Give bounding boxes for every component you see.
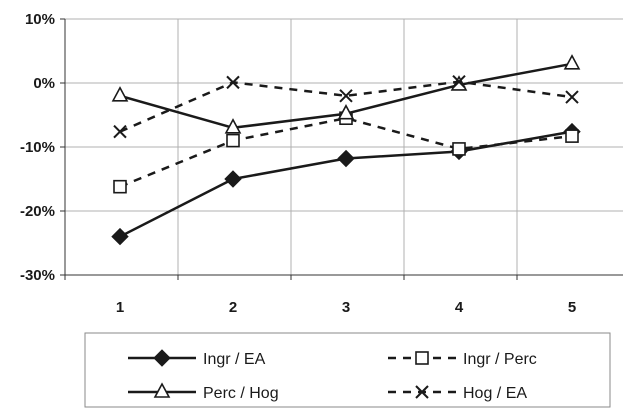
x-tick-label: 5 xyxy=(568,299,576,316)
data-point-hog-ea xyxy=(565,90,579,104)
data-point-ingr-ea xyxy=(111,227,129,246)
x-marker-stroke xyxy=(339,89,353,103)
x-tick-label: 3 xyxy=(342,299,350,316)
data-point-perc-hog xyxy=(563,54,581,70)
data-point-ingr-perc xyxy=(452,142,466,156)
data-point-ingr-perc xyxy=(113,179,127,194)
x-marker-stroke xyxy=(452,75,466,89)
data-point-ingr-perc xyxy=(565,129,579,143)
x-marker-stroke xyxy=(113,124,127,139)
series-group xyxy=(111,54,581,246)
legend-swatch-marker-ingr-perc xyxy=(415,351,429,365)
legend-label-hog-ea: Hog / EA xyxy=(463,385,527,402)
y-axis-tick-labels: 10% 0% -10% -20% -30% xyxy=(20,11,55,284)
gridlines xyxy=(65,18,623,275)
x-tick-label: 4 xyxy=(455,299,464,316)
series-line-hog-ea xyxy=(119,80,573,133)
series-line-ingr-perc xyxy=(119,116,573,188)
x-marker-stroke xyxy=(565,90,579,104)
legend-label-perc-hog: Perc / Hog xyxy=(203,385,279,402)
data-point-perc-hog xyxy=(224,118,242,134)
data-point-perc-hog xyxy=(450,75,468,91)
legend-label-ingr-perc: Ingr / Perc xyxy=(463,351,537,368)
legend-swatch-marker-ingr-ea xyxy=(153,349,171,367)
axes xyxy=(60,18,623,280)
y-tick-label: -10% xyxy=(20,139,55,156)
data-point-ingr-ea xyxy=(224,170,242,188)
data-point-perc-hog xyxy=(337,104,355,120)
legend: Ingr / EA Ingr / Perc Perc / Hog Hog / EA xyxy=(84,332,611,408)
legend-box xyxy=(84,332,611,408)
data-point-hog-ea xyxy=(339,89,353,103)
x-tick-label: 1 xyxy=(116,299,124,316)
data-point-hog-ea xyxy=(452,75,466,89)
x-marker-stroke xyxy=(415,385,429,399)
legend-label-ingr-ea: Ingr / EA xyxy=(203,351,266,368)
x-marker-stroke xyxy=(226,75,240,90)
y-tick-label: 10% xyxy=(25,11,55,28)
y-tick-label: 0% xyxy=(33,75,55,92)
x-tick-label: 2 xyxy=(229,299,237,316)
data-point-hog-ea xyxy=(113,124,127,139)
data-point-hog-ea xyxy=(226,75,240,90)
legend-swatch-marker-hog-ea xyxy=(415,385,429,399)
y-tick-label: -20% xyxy=(20,203,55,220)
y-tick-label: -30% xyxy=(20,267,55,284)
data-point-ingr-ea xyxy=(337,149,355,168)
data-point-perc-hog xyxy=(111,86,129,102)
data-point-ingr-perc xyxy=(226,133,240,148)
legend-swatch-marker-perc-hog xyxy=(153,382,171,398)
x-axis-tick-labels: 1 2 3 4 5 xyxy=(116,299,576,316)
